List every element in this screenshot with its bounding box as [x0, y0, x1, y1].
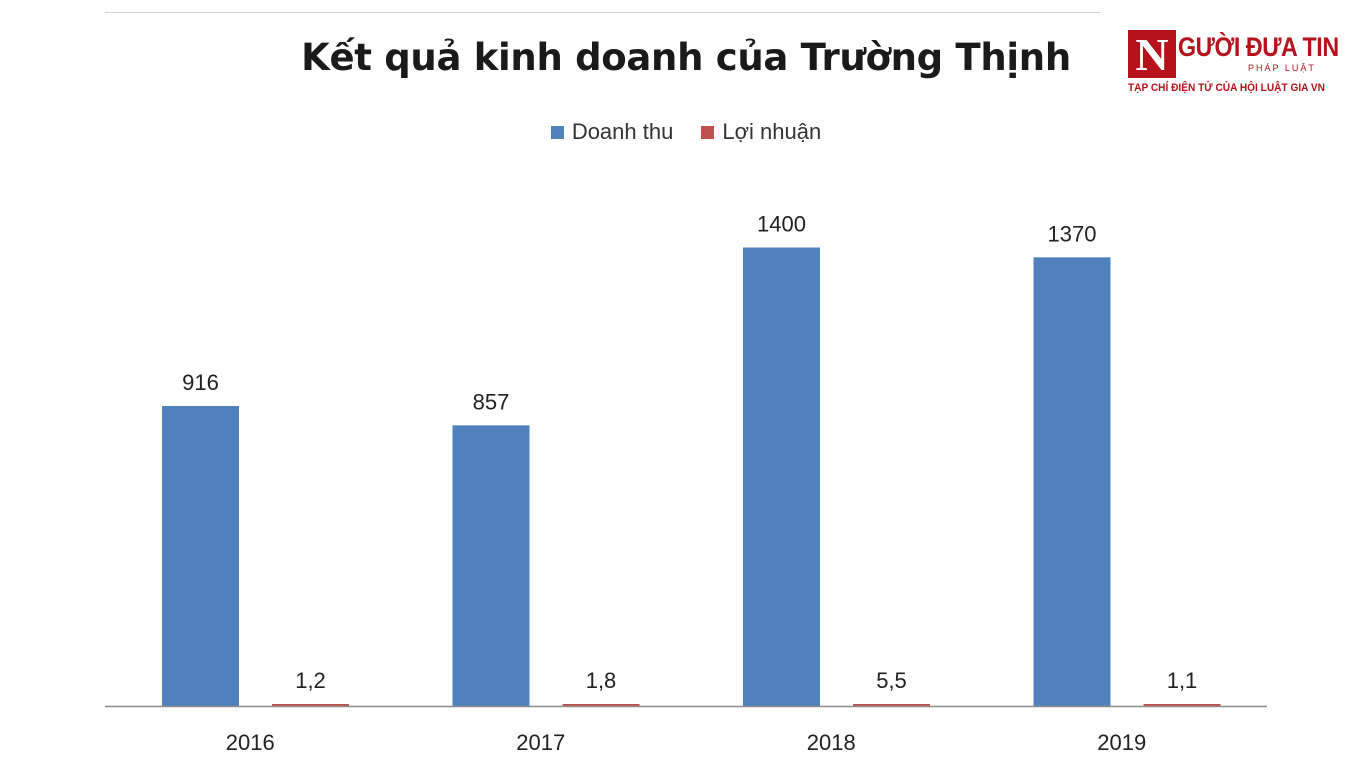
x-tick-2018: 2018 — [807, 730, 856, 755]
bar-revenue-2018 — [743, 247, 820, 706]
bar-revenue-2019 — [1033, 257, 1111, 706]
legend-label-revenue: Doanh thu — [571, 119, 674, 144]
bar-profit-2018 — [853, 704, 930, 706]
data-label-revenue-2019: 1370 — [1048, 221, 1097, 246]
legend-label-profit: Lợi nhuận — [722, 119, 822, 144]
legend-item-profit: Lợi nhuận — [701, 119, 821, 145]
brand-tagline: TẠP CHÍ ĐIỆN TỬ CỦA HỘI LUẬT GIA VN — [1128, 82, 1325, 94]
brand-subtitle: PHÁP LUẬT — [1248, 63, 1316, 73]
legend-item-revenue: Doanh thu — [550, 119, 674, 145]
data-label-revenue-2018: 1400 — [757, 212, 806, 237]
x-tick-2017: 2017 — [516, 730, 565, 755]
bar-profit-2019 — [1143, 704, 1221, 706]
brand-logo: N GƯỜI ĐƯA TIN PHÁP LUẬT TẠP CHÍ ĐIỆN TỬ… — [1124, 30, 1339, 100]
data-label-profit-2018: 5,5 — [876, 668, 907, 693]
bar-profit-2016 — [272, 704, 349, 706]
brand-letter: N — [1128, 30, 1176, 80]
bar-revenue-2017 — [452, 425, 530, 706]
x-tick-2019: 2019 — [1097, 730, 1146, 755]
brand-name: GƯỜI ĐƯA TIN — [1178, 32, 1339, 62]
bar-revenue-2016 — [162, 406, 239, 706]
data-label-profit-2017: 1,8 — [586, 668, 617, 693]
legend-swatch-revenue — [550, 125, 564, 139]
bar-profit-2017 — [562, 704, 640, 706]
legend-swatch-profit — [701, 125, 715, 139]
legend: Doanh thu Lợi nhuận — [105, 119, 1267, 145]
data-label-profit-2019: 1,1 — [1167, 668, 1198, 693]
x-tick-2016: 2016 — [226, 730, 275, 755]
data-label-profit-2016: 1,2 — [295, 668, 326, 693]
data-label-revenue-2016: 916 — [182, 370, 219, 395]
top-divider — [105, 12, 1100, 13]
data-label-revenue-2017: 857 — [473, 389, 510, 414]
chart-title: Kết quả kinh doanh của Trường Thịnh — [301, 36, 1071, 79]
